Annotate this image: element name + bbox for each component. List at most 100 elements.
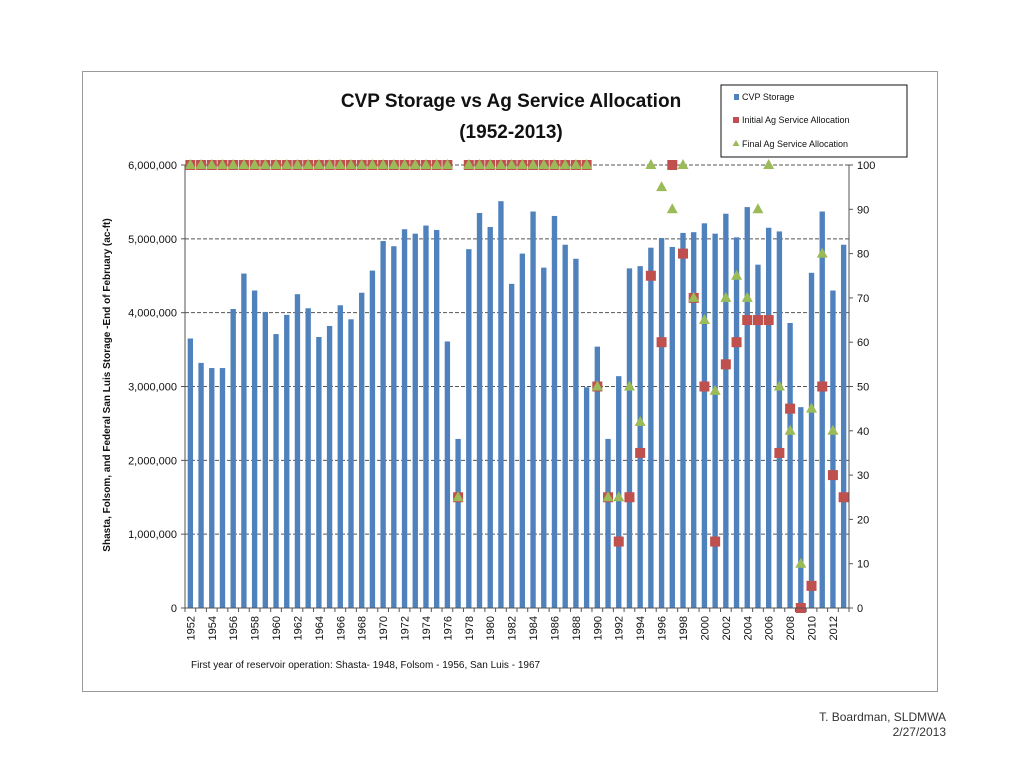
- final-allocation-marker: [474, 159, 486, 169]
- x-tick-label: 1960: [271, 616, 283, 640]
- storage-bar: [712, 233, 718, 609]
- x-tick-label: 1962: [292, 616, 304, 640]
- storage-bar: [434, 229, 440, 608]
- final-allocation-marker: [366, 159, 378, 169]
- final-allocation-marker: [816, 247, 828, 258]
- legend-final-label: Final Ag Service Allocation: [742, 139, 848, 149]
- x-tick-label: 2004: [742, 616, 754, 640]
- initial-allocation-marker: [763, 315, 774, 326]
- final-allocation-marker: [506, 159, 518, 169]
- initial-allocation-marker: [806, 580, 817, 591]
- storage-bar: [294, 294, 301, 608]
- chart-title: CVP Storage vs Ag Service Allocation: [341, 91, 681, 112]
- storage-bar: [241, 273, 247, 608]
- final-allocation-marker: [634, 415, 646, 426]
- axes: 0 1,000,000 2,000,000 3,000,000 4,000,000 5,0…: [128, 160, 875, 640]
- x-tick-label: 1954: [207, 616, 219, 640]
- final-allocation-marker: [677, 159, 689, 169]
- initial-allocation-marker: [752, 315, 763, 326]
- storage-bar: [273, 334, 279, 608]
- final-allocation-marker: [291, 159, 303, 169]
- chart-subtitle: (1952-2013): [459, 122, 563, 143]
- final-allocation-marker: [206, 159, 218, 169]
- storage-bar: [701, 223, 708, 608]
- legend-storage-label: CVP Storage: [742, 92, 794, 102]
- initial-allocation-marker: [635, 447, 646, 458]
- x-tick-label: 1970: [378, 616, 390, 640]
- storage-bar: [498, 201, 504, 608]
- final-allocation-marker: [784, 424, 796, 435]
- x-tick-label: 1988: [571, 616, 583, 640]
- storage-bar: [787, 323, 793, 608]
- y2-tick-label: 100: [857, 160, 875, 172]
- storage-bar: [573, 258, 579, 608]
- final-allocation-marker: [763, 159, 775, 169]
- final-allocation-marker: [388, 159, 400, 169]
- final-allocation-marker: [591, 380, 603, 391]
- storage-bar: [401, 229, 408, 609]
- final-allocation-marker: [795, 557, 807, 568]
- storage-bar: [508, 283, 515, 608]
- final-allocation-marker: [527, 159, 539, 169]
- x-tick-label: 2002: [721, 616, 733, 640]
- final-allocation-marker: [773, 380, 785, 391]
- y2-tick-label: 30: [857, 470, 869, 482]
- y-tick-label: 2,000,000: [128, 455, 177, 467]
- storage-bar: [412, 233, 418, 609]
- x-tick-label: 1980: [485, 616, 497, 640]
- final-allocation-marker: [581, 159, 593, 169]
- x-tick-label: 2010: [807, 616, 819, 640]
- final-allocation-marker: [666, 203, 678, 214]
- y-tick-label: 5,000,000: [128, 234, 177, 246]
- credit-block: T. Boardman, SLDMWA 2/27/2013: [819, 710, 946, 740]
- final-allocation-marker: [602, 491, 614, 502]
- final-allocation-marker: [195, 159, 207, 169]
- final-allocation-marker: [377, 159, 389, 169]
- final-allocation-marker: [645, 159, 657, 169]
- final-allocation-marker: [238, 159, 250, 169]
- storage-bar: [541, 267, 547, 608]
- y2-tick-label: 60: [857, 337, 869, 349]
- final-allocation-marker: [270, 159, 282, 169]
- final-allocation-marker: [731, 269, 743, 280]
- storage-bar: [476, 212, 483, 608]
- storage-bar: [423, 225, 429, 608]
- x-tick-label: 1978: [464, 616, 476, 640]
- allocation-markers: [184, 159, 849, 613]
- storage-bar: [798, 407, 804, 608]
- storage-bar: [562, 244, 568, 609]
- storage-bar: [530, 211, 536, 608]
- final-allocation-marker: [463, 159, 475, 169]
- final-allocation-marker: [334, 159, 346, 169]
- x-tick-label: 1976: [442, 616, 454, 640]
- final-allocation-marker: [613, 491, 625, 502]
- storage-bar: [466, 249, 472, 609]
- final-allocation-marker: [420, 159, 432, 169]
- final-allocation-marker: [452, 491, 464, 502]
- y2-tick-label: 50: [857, 382, 869, 394]
- final-allocation-marker: [688, 291, 700, 302]
- storage-bar: [658, 238, 665, 608]
- final-allocation-marker: [441, 159, 453, 169]
- final-allocation-marker: [698, 314, 710, 325]
- initial-allocation-marker: [613, 536, 624, 547]
- x-tick-label: 1998: [678, 616, 690, 640]
- final-allocation-marker: [827, 424, 839, 435]
- final-allocation-marker: [281, 159, 293, 169]
- final-allocation-marker: [409, 159, 421, 169]
- y-tick-label: 6,000,000: [128, 160, 177, 172]
- storage-bar: [519, 253, 526, 608]
- x-tick-label: 1968: [357, 616, 369, 640]
- storage-bar: [391, 246, 397, 608]
- storage-bar: [723, 213, 729, 609]
- final-allocation-marker: [559, 159, 571, 169]
- y-tick-label: 4,000,000: [128, 308, 177, 320]
- footnote: First year of reservoir operation: Shast…: [191, 660, 541, 671]
- x-tick-label: 1992: [614, 616, 626, 640]
- y-tick-label: 1,000,000: [128, 529, 177, 541]
- storage-bar: [337, 305, 343, 608]
- final-allocation-marker: [806, 402, 818, 413]
- storage-bar: [348, 319, 354, 608]
- storage-bar: [755, 264, 761, 608]
- storage-bar: [733, 237, 740, 608]
